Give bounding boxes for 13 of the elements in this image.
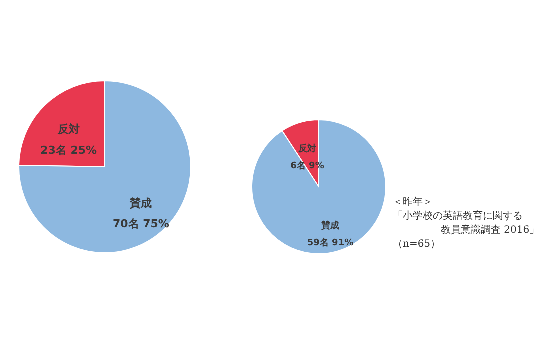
slice-label: 反対 (56, 123, 80, 136)
text: （n=65） (393, 238, 442, 252)
data-label: 70名 75% (112, 218, 170, 231)
pie-slice (252, 120, 386, 254)
data-label: 59名 91% (307, 238, 354, 249)
text: 「小学校の英語教育に関する (393, 210, 524, 224)
slice-label: 賛成 (129, 196, 152, 210)
text: 教員意識調査 2016」 (440, 224, 540, 238)
text: ＜昨年＞ (393, 196, 434, 210)
slice-label: 賛成 (320, 220, 340, 232)
slice-label: 反対 (298, 143, 317, 154)
data-label: 23名 25% (40, 144, 98, 158)
pie-slice (18, 80, 192, 254)
